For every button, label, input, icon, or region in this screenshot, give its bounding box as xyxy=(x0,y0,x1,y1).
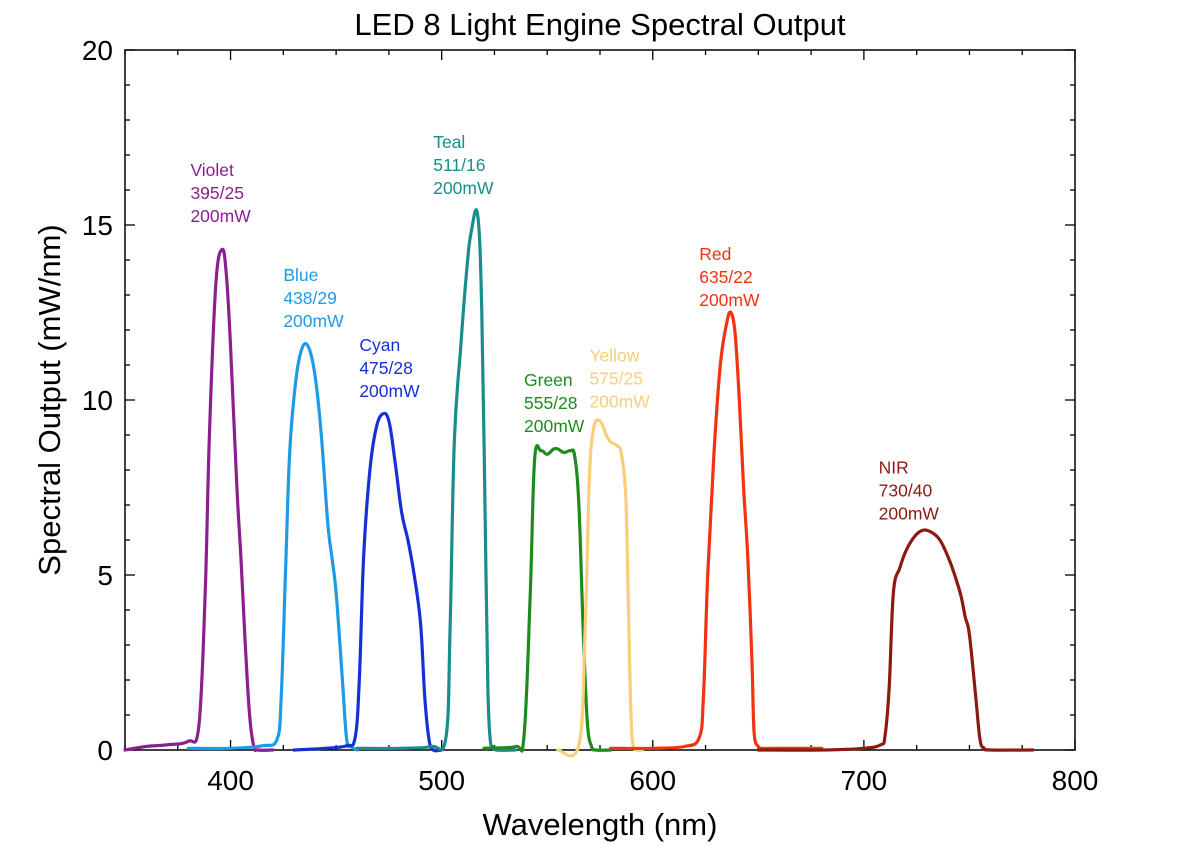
series-label-yellow: Yellow 575/25 200mW xyxy=(589,346,650,412)
y-tick-label: 5 xyxy=(97,560,113,591)
y-tick-label: 20 xyxy=(82,35,113,66)
series-label-cyan: Cyan 475/28 200mW xyxy=(359,335,420,401)
series-line-cyan xyxy=(292,411,444,753)
y-tick-label: 0 xyxy=(97,735,113,766)
y-axis-label: Spectral Output (mW/nm) xyxy=(32,224,67,575)
series-line-yellow xyxy=(556,418,644,758)
series-line-green xyxy=(482,444,613,753)
series-label-nir: NIR 730/40 200mW xyxy=(879,458,940,524)
chart-title: LED 8 Light Engine Spectral Output xyxy=(354,7,846,42)
x-axis-label: Wavelength (nm) xyxy=(483,807,718,842)
series-label-teal: Teal 511/16 200mW xyxy=(433,132,494,198)
series-line-violet xyxy=(123,247,275,752)
series-line-blue xyxy=(186,341,359,752)
series-label-violet: Violet 395/25 200mW xyxy=(190,160,251,226)
series-label-red: Red 635/22 200mW xyxy=(699,244,760,310)
x-tick-label: 800 xyxy=(1052,765,1099,796)
series-line-teal xyxy=(355,208,518,752)
y-tick-label: 15 xyxy=(82,210,113,241)
series-line-red xyxy=(609,310,824,751)
series-label-blue: Blue 438/29 200mW xyxy=(283,265,344,331)
x-tick-label: 400 xyxy=(207,765,254,796)
x-tick-label: 700 xyxy=(841,765,888,796)
series-label-green: Green 555/28 200mW xyxy=(524,370,585,436)
x-tick-label: 600 xyxy=(629,765,676,796)
series-line-nir xyxy=(756,528,1035,752)
y-tick-label: 10 xyxy=(82,385,113,416)
x-tick-label: 500 xyxy=(418,765,465,796)
